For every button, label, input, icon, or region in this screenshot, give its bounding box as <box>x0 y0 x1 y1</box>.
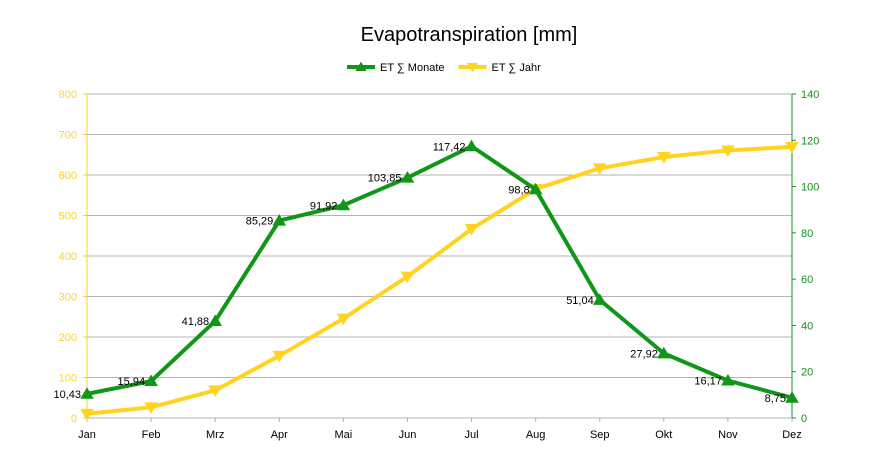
point-jahr-Dez <box>785 141 799 154</box>
series-line-jahr <box>86 144 793 416</box>
point-jahr-Jan <box>80 408 94 421</box>
data-label-Nov: 16,17 <box>694 376 722 388</box>
left-tick-label-500: 500 <box>59 211 77 223</box>
right-tick-label-100: 100 <box>801 182 819 194</box>
left-tick-label-100: 100 <box>59 373 77 385</box>
data-label-Jan: 10,43 <box>53 389 81 401</box>
series-line-monate <box>86 144 793 400</box>
data-labels: 10,43 15,94 41,88 85,29 91,92 103,85 117,42 98,… <box>53 141 786 404</box>
left-tick-label-800: 800 <box>59 89 77 101</box>
x-tick-label-Mai: Mai <box>334 429 352 441</box>
left-tick-label-400: 400 <box>59 251 77 263</box>
point-jahr-Mrz <box>208 385 223 397</box>
legend-label-jahr: ET ∑ Jahr <box>492 62 542 74</box>
point-monate-Nov <box>721 373 735 386</box>
point-monate-Sep <box>592 293 607 305</box>
x-tick-label-Jul: Jul <box>465 429 479 441</box>
left-tick-label-300: 300 <box>59 292 77 304</box>
left-tick-label-0: 0 <box>71 413 77 425</box>
data-label-Okt: 27,92 <box>630 348 658 360</box>
legend-marker-monate <box>355 61 367 72</box>
right-tick-label-20: 20 <box>801 367 813 379</box>
data-label-Apr: 85,29 <box>246 216 274 228</box>
left-tick-label-600: 600 <box>59 170 77 182</box>
x-tick-label-Mrz: Mrz <box>206 429 224 441</box>
x-tick-label-Jun: Jun <box>399 429 417 441</box>
x-tick-label-Jan: Jan <box>78 429 96 441</box>
point-jahr-Apr <box>272 350 287 363</box>
data-label-Sep: 51,04 <box>566 295 594 307</box>
data-label-Jul: 117,42 <box>433 141 466 153</box>
point-monate-Feb <box>144 374 158 387</box>
right-tick-label-0: 0 <box>801 413 807 425</box>
chart-title: Evapotranspiration [mm] <box>361 24 578 46</box>
data-label-Feb: 15,94 <box>118 376 146 388</box>
data-label-Aug: 98,8 <box>508 184 529 196</box>
x-tick-label-Feb: Feb <box>142 429 161 441</box>
point-monate-Jul <box>464 139 479 152</box>
x-tick-label-Dez: Dez <box>782 429 802 441</box>
data-label-Mrz: 41,88 <box>182 316 210 328</box>
point-monate-Apr <box>272 214 287 226</box>
legend-label-monate: ET ∑ Monate <box>380 62 445 74</box>
legend: ET ∑ Monate ET ∑ Jahr <box>347 61 542 74</box>
data-label-Jun: 103,85 <box>368 173 402 185</box>
point-monate-Jan <box>80 387 94 399</box>
right-tick-label-60: 60 <box>801 274 813 286</box>
point-jahr-Jul <box>464 224 479 236</box>
point-monate-Mai <box>336 198 351 211</box>
point-jahr-Feb <box>144 402 158 414</box>
data-label-Dez: 8,75 <box>765 393 786 405</box>
x-tick-label-Aug: Aug <box>526 429 546 441</box>
x-tick-label-Nov: Nov <box>718 429 738 441</box>
legend-marker-jahr <box>466 62 479 73</box>
right-tick-label-80: 80 <box>801 228 813 240</box>
point-monate-Jun <box>400 171 415 183</box>
point-monate-Mrz <box>208 314 223 327</box>
right-tick-label-140: 140 <box>801 89 819 101</box>
right-tick-label-120: 120 <box>801 135 819 147</box>
point-jahr-Okt <box>656 152 671 164</box>
point-monate-Dez <box>785 391 799 403</box>
x-tick-label-Okt: Okt <box>655 429 672 441</box>
x-tick-label-Sep: Sep <box>590 429 610 441</box>
left-tick-label-200: 200 <box>59 332 77 344</box>
point-jahr-Jun <box>400 271 415 284</box>
axes: 0 100 200 300 400 500 600 700 800 0 20 40 60 80 100 120… <box>59 89 820 441</box>
point-jahr-Nov <box>721 145 735 158</box>
series-layer <box>80 139 799 421</box>
left-tick-label-700: 700 <box>59 130 77 142</box>
point-jahr-Sep <box>592 163 607 175</box>
x-tick-label-Apr: Apr <box>271 429 288 441</box>
right-tick-label-40: 40 <box>801 320 813 332</box>
point-jahr-Mai <box>336 313 351 326</box>
data-label-Mai: 91,92 <box>310 200 338 212</box>
point-monate-Aug <box>528 182 543 195</box>
point-monate-Okt <box>656 346 671 359</box>
